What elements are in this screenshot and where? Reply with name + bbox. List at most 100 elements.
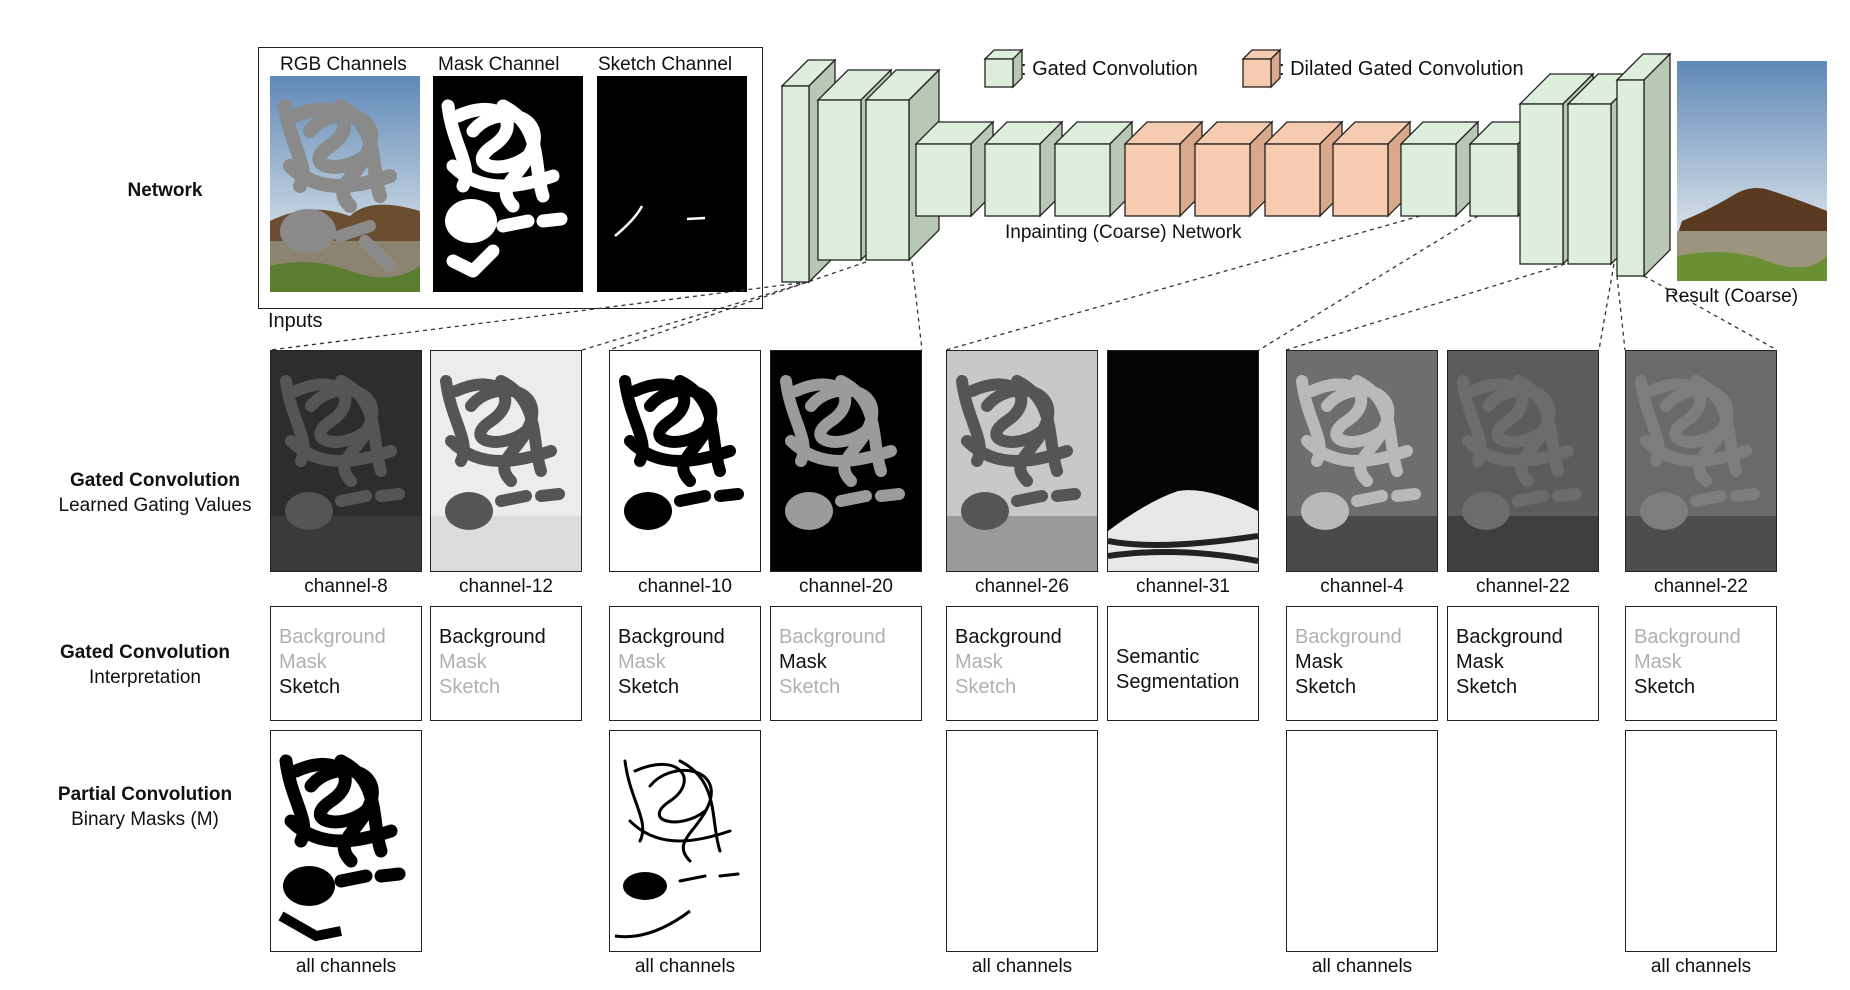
interpretation-term: Background [779, 626, 886, 648]
interpretation-term: Sketch [439, 676, 501, 698]
interpretation-term: Mask [955, 651, 1003, 673]
gating-map-channel-4 [1286, 350, 1438, 572]
interpretation-term: Mask [1456, 651, 1504, 673]
binary-mask-panel [270, 730, 422, 952]
gated-conv-block [864, 68, 941, 262]
interpretation-term: Sketch [1456, 676, 1518, 698]
sketch-channel-label: Sketch Channel [598, 54, 733, 75]
binary-mask-panel [609, 730, 761, 952]
gated-conv-block [1053, 120, 1134, 218]
legend-dilated-label: : Dilated Gated Convolution [1279, 58, 1524, 80]
gated-conv-block [914, 120, 995, 218]
gated-conv-block [983, 120, 1064, 218]
interpretation-term: Mask [439, 651, 487, 673]
rgb-input-image [270, 76, 420, 292]
inputs-label: Inputs [268, 310, 323, 332]
interpretation-term: Background [955, 626, 1062, 648]
interpretation-term: Mask [1634, 651, 1682, 673]
result-coarse-label: Result (Coarse) [1665, 286, 1799, 307]
dilated-gated-conv-block [1193, 120, 1274, 218]
channel-caption: channel-22 [1653, 576, 1749, 597]
binary-mask-panel [946, 730, 1098, 952]
result-coarse-image [1677, 61, 1827, 281]
interpretation-term: Sketch [955, 676, 1017, 698]
interpretation-term: Background [279, 626, 386, 648]
interpretation-term: Sketch [779, 676, 841, 698]
rgb-channels-label: RGB Channels [280, 54, 407, 75]
mask-input-image [433, 76, 583, 292]
dashed-connector [1258, 215, 1479, 351]
interpretation-term: Mask [279, 651, 327, 673]
dashed-connector [1616, 275, 1626, 351]
interpretation-term: Background [618, 626, 725, 648]
row-label-gating-values-title: Gated Convolution [70, 470, 240, 491]
binary-mask-panel [1625, 730, 1777, 952]
gated-conv-block [816, 68, 893, 262]
sketch-input-image [597, 76, 747, 292]
channel-caption: channel-20 [798, 576, 894, 597]
interpretation-term: Mask [618, 651, 666, 673]
gated-conv-block [1399, 120, 1480, 218]
interpretation-term: Sketch [1634, 676, 1696, 698]
all-channels-caption: all channels [634, 956, 736, 977]
legend-gated-icon [983, 48, 1024, 89]
gating-map-channel-20 [770, 350, 922, 572]
interpretation-box: Background Mask Sketch [1286, 606, 1438, 721]
gated-conv-block [780, 58, 837, 284]
network-name: Inpainting (Coarse) Network [1005, 222, 1242, 243]
gating-map-channel-31 [1107, 350, 1259, 572]
interpretation-term: Background [1634, 626, 1741, 648]
channel-caption: channel-8 [304, 576, 388, 597]
interpretation-box: Background Mask Sketch [946, 606, 1098, 721]
all-channels-caption: all channels [971, 956, 1073, 977]
row-label-network-title: Network [127, 180, 203, 201]
gating-map-channel-12 [430, 350, 582, 572]
interpretation-box: Background Mask Sketch [430, 606, 582, 721]
row-label-gating-values: Gated Convolution Learned Gating Values [20, 468, 290, 518]
row-label-partial: Partial Convolution Binary Masks (M) [20, 782, 270, 832]
gating-map-channel-8 [270, 350, 422, 572]
interpretation-term: Background [1295, 626, 1402, 648]
interpretation-term: Background [1456, 626, 1563, 648]
channel-caption: channel-31 [1135, 576, 1231, 597]
gating-map-channel-22 [1625, 350, 1777, 572]
interpretation-box: Semantic Segmentation [1107, 606, 1259, 721]
channel-caption: channel-22 [1475, 576, 1571, 597]
dashed-connector [1285, 263, 1566, 351]
gating-map-channel-10 [609, 350, 761, 572]
legend-gated-label: : Gated Convolution [1021, 58, 1198, 80]
row-label-interpretation-title: Gated Convolution [60, 642, 230, 663]
interpretation-term: Mask [1295, 651, 1343, 673]
all-channels-caption: all channels [295, 956, 397, 977]
gating-map-channel-26 [946, 350, 1098, 572]
interpretation-term: Sketch [1295, 676, 1357, 698]
dashed-connector [911, 261, 923, 351]
row-label-partial-title: Partial Convolution [57, 784, 233, 805]
channel-caption: channel-26 [974, 576, 1070, 597]
dashed-connector [1598, 263, 1615, 351]
interpretation-box: Background Mask Sketch [1447, 606, 1599, 721]
interpretation-term: Sketch [279, 676, 341, 698]
interpretation-term: Segmentation [1116, 671, 1240, 693]
interpretation-box: Background Mask Sketch [1625, 606, 1777, 721]
interpretation-term: Background [439, 626, 546, 648]
interpretation-box: Background Mask Sketch [609, 606, 761, 721]
gated-conv-block [1615, 52, 1672, 278]
all-channels-caption: all channels [1650, 956, 1752, 977]
dilated-gated-conv-block [1331, 120, 1412, 218]
all-channels-caption: all channels [1311, 956, 1413, 977]
row-label-partial-sub: Binary Masks (M) [71, 809, 219, 830]
mask-channel-label: Mask Channel [438, 54, 560, 75]
legend-dilated-icon [1241, 48, 1282, 89]
gated-conv-block [1518, 72, 1595, 266]
gating-map-channel-22 [1447, 350, 1599, 572]
row-label-interpretation: Gated Convolution Interpretation [20, 640, 270, 690]
interpretation-term: Sketch [618, 676, 680, 698]
row-label-interpretation-sub: Interpretation [89, 667, 201, 688]
channel-caption: channel-10 [637, 576, 733, 597]
row-label-network: Network [100, 178, 230, 203]
interpretation-box: Background Mask Sketch [270, 606, 422, 721]
gated-conv-block [1566, 72, 1643, 266]
channel-caption: channel-4 [1320, 576, 1404, 597]
interpretation-term: Semantic [1116, 646, 1200, 668]
